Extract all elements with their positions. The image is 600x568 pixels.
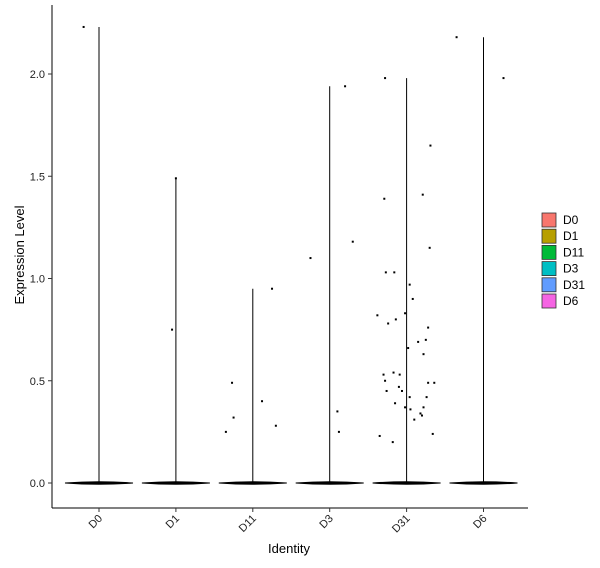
data-point xyxy=(422,406,425,409)
data-point xyxy=(398,373,401,376)
data-point xyxy=(309,257,312,260)
data-point xyxy=(394,402,397,405)
data-point xyxy=(409,408,412,411)
data-point xyxy=(232,416,235,419)
legend-label: D3 xyxy=(563,262,579,276)
data-point xyxy=(274,424,277,427)
data-point xyxy=(384,379,387,382)
data-point xyxy=(231,381,234,384)
data-point xyxy=(394,318,397,321)
data-point xyxy=(376,314,379,317)
data-point xyxy=(82,25,85,28)
data-point xyxy=(378,434,381,437)
legend-label: D6 xyxy=(563,294,579,308)
data-point xyxy=(337,430,340,433)
x-tick-label: D6 xyxy=(471,513,489,531)
data-point xyxy=(417,340,420,343)
x-tick-label: D3 xyxy=(317,513,335,531)
legend-label: D11 xyxy=(563,245,584,259)
data-point xyxy=(384,271,387,274)
legend: D0 D1 D11 D3 D31 D6 xyxy=(541,212,585,309)
data-point xyxy=(393,271,396,274)
data-point xyxy=(400,389,403,392)
data-point xyxy=(411,297,414,300)
data-point xyxy=(408,283,411,286)
data-point xyxy=(421,193,424,196)
legend-swatch xyxy=(541,244,557,260)
legend-swatch xyxy=(541,212,557,228)
data-point xyxy=(385,389,388,392)
legend-swatch xyxy=(541,277,557,293)
y-tick-label: 2.0 xyxy=(30,69,45,81)
y-tick-label: 1.5 xyxy=(30,171,45,183)
data-point xyxy=(422,353,425,356)
x-tick-label: D11 xyxy=(237,513,259,535)
data-point xyxy=(271,287,274,290)
data-point xyxy=(261,400,264,403)
data-point xyxy=(387,322,390,325)
data-point xyxy=(413,418,416,421)
data-point xyxy=(351,240,354,243)
data-point xyxy=(408,396,411,399)
data-point xyxy=(427,381,430,384)
data-point xyxy=(392,371,395,374)
y-tick-label: 0.0 xyxy=(30,478,45,490)
violin-D1 xyxy=(141,177,210,485)
data-point xyxy=(397,385,400,388)
data-point xyxy=(502,77,505,80)
legend-label: D1 xyxy=(563,229,579,243)
x-axis: D0 D1 D11 D3 D31 D6 xyxy=(52,507,528,536)
data-point xyxy=(425,396,428,399)
violin-D6 xyxy=(449,36,518,485)
data-point xyxy=(391,441,394,444)
data-point xyxy=(383,197,386,200)
violin-D0 xyxy=(64,25,134,485)
data-point xyxy=(407,347,410,350)
data-point xyxy=(174,177,177,180)
violin-D31 xyxy=(372,77,441,485)
x-tick-label: D1 xyxy=(164,513,182,531)
data-point xyxy=(428,246,431,249)
violin-D3 xyxy=(295,85,364,485)
legend-swatch xyxy=(541,261,557,277)
y-tick-label: 1.0 xyxy=(30,274,45,286)
y-tick-label: 0.5 xyxy=(30,376,45,388)
data-point xyxy=(433,381,436,384)
legend-swatch xyxy=(541,293,557,309)
data-point xyxy=(404,312,407,315)
violin-D11 xyxy=(218,287,287,485)
data-point xyxy=(382,373,385,376)
data-point xyxy=(336,410,339,413)
plot-panel xyxy=(64,25,518,485)
legend-label: D31 xyxy=(563,278,585,292)
x-tick-label: D31 xyxy=(390,513,413,536)
data-point xyxy=(427,326,430,329)
data-point xyxy=(420,414,423,417)
x-axis-title: Identity xyxy=(268,541,310,556)
data-point xyxy=(224,430,227,433)
legend-swatch xyxy=(541,228,557,244)
data-point xyxy=(171,328,174,331)
data-point xyxy=(384,77,387,80)
data-point xyxy=(424,338,427,341)
data-point xyxy=(344,85,347,88)
x-tick-label: D0 xyxy=(87,513,105,531)
data-point xyxy=(429,144,432,147)
data-point xyxy=(431,432,434,435)
data-point xyxy=(404,406,407,409)
legend-label: D0 xyxy=(563,213,579,227)
data-point xyxy=(419,412,422,415)
data-point xyxy=(455,36,458,39)
y-axis-title: Expression Level xyxy=(12,205,27,304)
y-axis: 0.0 0.5 1.0 1.5 2.0 xyxy=(30,5,53,508)
